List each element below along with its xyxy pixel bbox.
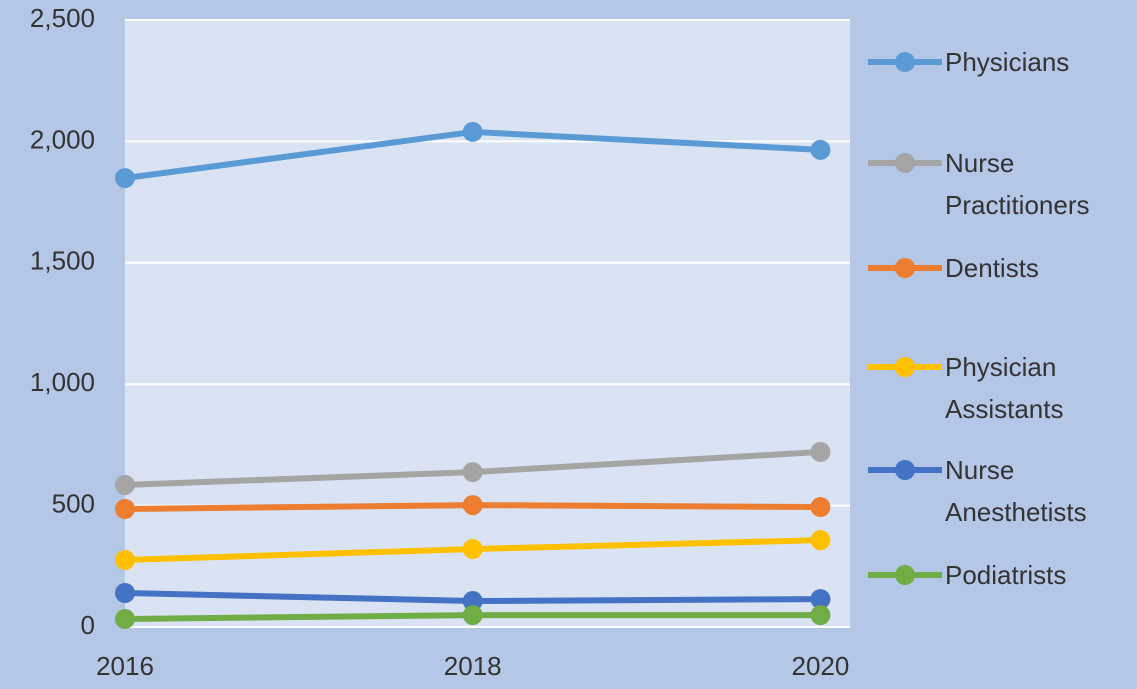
legend-marker — [895, 565, 915, 585]
legend-label: Podiatrists — [945, 560, 1067, 590]
legend-label: Nurse Practitioners — [945, 148, 1090, 220]
legend-marker — [895, 460, 915, 480]
plot-area — [125, 20, 850, 627]
y-tick-label: 2,000 — [30, 124, 95, 154]
data-point — [462, 539, 483, 560]
y-tick-label: 1,500 — [30, 246, 95, 276]
y-tick-label: 500 — [52, 488, 95, 518]
data-point — [810, 530, 831, 551]
legend-label: Physicians — [945, 47, 1070, 77]
data-point — [115, 498, 135, 519]
data-point — [462, 462, 483, 483]
data-point — [810, 497, 831, 518]
legend-marker — [895, 52, 915, 72]
y-tick-label: 0 — [81, 610, 95, 640]
x-tick-label: 2020 — [792, 651, 850, 681]
x-tick-label: 2016 — [96, 651, 154, 681]
legend-label: Nurse Anesthetists — [945, 455, 1087, 527]
data-point — [810, 589, 831, 610]
data-point — [462, 591, 483, 612]
data-point — [810, 441, 831, 462]
data-point — [810, 605, 831, 626]
data-point — [115, 608, 135, 629]
legend-marker — [895, 258, 915, 278]
data-point — [462, 605, 483, 626]
x-tick-label: 2018 — [444, 651, 502, 681]
data-point — [810, 139, 831, 160]
legend-marker — [895, 153, 915, 173]
data-point — [115, 474, 135, 495]
legend-marker — [895, 357, 915, 377]
data-point — [115, 168, 135, 189]
data-point — [462, 495, 483, 516]
legend-label: Physician Assistants — [945, 352, 1064, 424]
y-tick-label: 2,500 — [30, 3, 95, 33]
legend-label: Dentists — [945, 253, 1039, 283]
data-point — [115, 549, 135, 570]
data-point — [462, 121, 483, 142]
y-tick-label: 1,000 — [30, 367, 95, 397]
data-point — [115, 583, 135, 604]
